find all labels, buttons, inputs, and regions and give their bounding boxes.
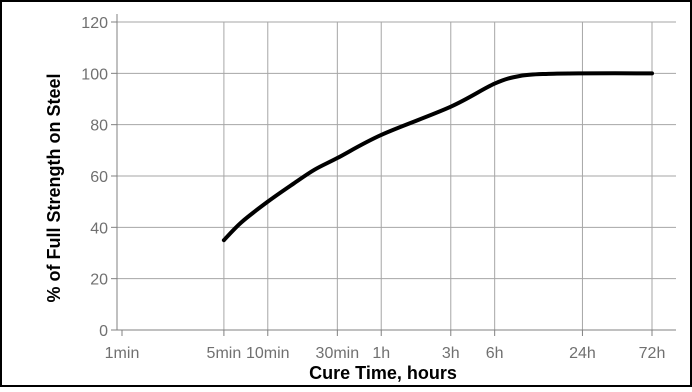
x-tick-label-5min: 5min xyxy=(207,345,242,362)
y-tick-label-120: 120 xyxy=(81,15,108,32)
x-tick-label-30min: 30min xyxy=(316,345,360,362)
y-tick-label-60: 60 xyxy=(90,169,108,186)
y-tick-label-100: 100 xyxy=(81,66,108,83)
series-line-0 xyxy=(221,71,654,243)
y-axis-ticks: 0 20 40 60 80 100 120 xyxy=(81,15,117,340)
x-tick-label-3h: 3h xyxy=(442,345,460,362)
x-tick-label-10min: 10min xyxy=(246,345,290,362)
y-tick-label-40: 40 xyxy=(90,220,108,237)
x-axis-ticks: 1min 5min 10min 30min 1h 3h 6h 24h 72h xyxy=(105,330,666,362)
y-tick-label-80: 80 xyxy=(90,118,108,135)
x-axis-title: Cure Time, hours xyxy=(309,363,457,383)
y-tick-label-20: 20 xyxy=(90,272,108,289)
y-tick-label-0: 0 xyxy=(99,323,108,340)
x-tick-label-1h: 1h xyxy=(372,345,390,362)
series-layer xyxy=(221,71,654,243)
y-axis-title: % of Full Strength on Steel xyxy=(44,74,64,303)
x-tick-label-1min: 1min xyxy=(105,345,140,362)
x-tick-label-6h: 6h xyxy=(486,345,504,362)
x-tick-label-24h: 24h xyxy=(569,345,596,362)
x-tick-label-72h: 72h xyxy=(639,345,666,362)
